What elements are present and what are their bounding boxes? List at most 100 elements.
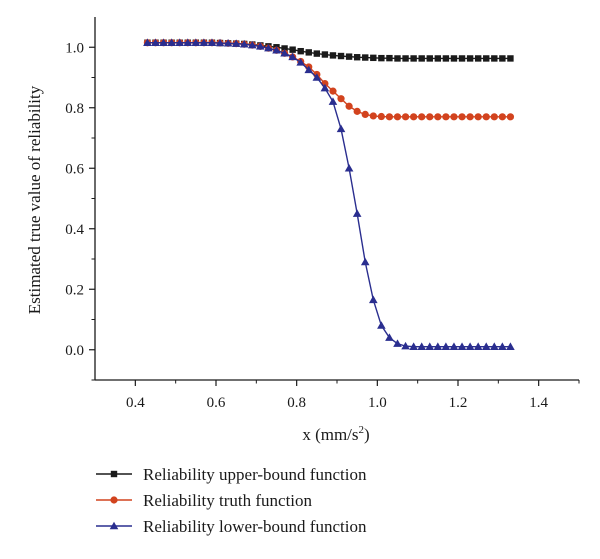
data-point bbox=[264, 43, 273, 52]
data-point bbox=[418, 55, 425, 62]
legend-marker bbox=[110, 496, 118, 504]
data-point bbox=[353, 54, 361, 61]
data-point bbox=[329, 52, 337, 59]
x-tick-label: 1.2 bbox=[449, 395, 468, 411]
data-point bbox=[281, 45, 288, 52]
data-point bbox=[362, 54, 369, 61]
data-point bbox=[481, 342, 491, 350]
data-point bbox=[215, 38, 225, 47]
data-point bbox=[385, 113, 394, 121]
data-point bbox=[231, 39, 241, 47]
y-axis-title: Estimated true value of reliability bbox=[25, 85, 44, 314]
data-point bbox=[457, 342, 467, 350]
data-point bbox=[191, 38, 201, 46]
series-triangle bbox=[143, 38, 515, 350]
legend-label: Reliability lower-bound function bbox=[143, 517, 367, 536]
x-axis-title-superscript: 2 bbox=[359, 424, 365, 436]
series-line bbox=[147, 42, 511, 118]
data-point bbox=[417, 342, 426, 350]
data-point bbox=[426, 55, 433, 62]
data-point bbox=[401, 341, 410, 350]
data-point bbox=[304, 65, 314, 74]
data-point bbox=[377, 321, 386, 329]
data-point bbox=[450, 55, 458, 62]
data-point bbox=[361, 110, 369, 119]
data-point bbox=[506, 342, 515, 350]
y-tick-label: 0.0 bbox=[65, 343, 84, 359]
series-group bbox=[143, 38, 515, 350]
x-tick-label: 0.8 bbox=[287, 395, 306, 411]
data-point bbox=[482, 113, 490, 121]
data-point bbox=[449, 342, 459, 350]
data-point bbox=[369, 295, 378, 304]
data-point bbox=[321, 51, 329, 58]
y-tick-label: 0.6 bbox=[65, 161, 84, 177]
data-point bbox=[207, 38, 217, 46]
data-point bbox=[473, 342, 483, 350]
data-point bbox=[442, 55, 450, 62]
data-point bbox=[175, 38, 184, 46]
data-point bbox=[426, 113, 434, 121]
data-point bbox=[393, 339, 402, 347]
data-point bbox=[507, 55, 514, 62]
data-point bbox=[360, 257, 370, 266]
data-point bbox=[393, 113, 402, 121]
data-point bbox=[490, 342, 499, 350]
data-point bbox=[272, 45, 281, 54]
data-point bbox=[345, 102, 353, 110]
series-circle bbox=[143, 39, 515, 121]
data-point bbox=[442, 113, 450, 121]
y-tick-label: 0.4 bbox=[65, 222, 84, 238]
data-point bbox=[474, 113, 482, 121]
data-point bbox=[296, 58, 305, 66]
data-point bbox=[385, 333, 394, 341]
data-point bbox=[434, 55, 442, 62]
data-point bbox=[498, 113, 506, 121]
data-point bbox=[248, 40, 257, 49]
data-point bbox=[490, 113, 498, 121]
data-point bbox=[337, 95, 345, 103]
data-point bbox=[402, 55, 409, 62]
data-point bbox=[458, 55, 466, 62]
x-axis-title-close: ) bbox=[364, 425, 370, 444]
data-point bbox=[159, 38, 168, 46]
data-point bbox=[336, 124, 346, 133]
legend: Reliability upper-bound function Reliabil… bbox=[96, 465, 367, 536]
data-point bbox=[151, 38, 160, 46]
data-point bbox=[409, 342, 418, 350]
y-tick-label: 0.8 bbox=[65, 101, 84, 117]
data-point bbox=[239, 39, 249, 48]
data-point bbox=[353, 107, 361, 115]
legend-marker bbox=[110, 470, 118, 478]
data-point bbox=[345, 53, 353, 60]
x-axis-title-main: x (mm/s bbox=[302, 425, 358, 444]
data-point bbox=[418, 113, 426, 121]
data-point bbox=[498, 342, 507, 350]
legend-label: Reliability upper-bound function bbox=[143, 465, 367, 484]
data-point bbox=[410, 55, 417, 62]
x-tick-label: 1.0 bbox=[368, 395, 387, 411]
data-point bbox=[425, 342, 435, 350]
x-axis-title: x (mm/s2) bbox=[302, 424, 369, 444]
data-point bbox=[434, 113, 442, 121]
data-point bbox=[329, 87, 337, 95]
data-point bbox=[320, 83, 330, 92]
data-point bbox=[328, 97, 338, 105]
data-point bbox=[370, 54, 377, 62]
series-line bbox=[147, 42, 511, 348]
data-point bbox=[312, 73, 322, 81]
legend-label: Reliability truth function bbox=[143, 491, 313, 510]
data-point bbox=[280, 49, 289, 57]
data-point bbox=[499, 55, 506, 62]
data-point bbox=[506, 113, 515, 121]
data-point bbox=[313, 50, 321, 57]
data-point bbox=[441, 342, 451, 350]
data-point bbox=[297, 47, 304, 55]
data-point bbox=[289, 46, 296, 53]
data-point bbox=[466, 55, 474, 62]
data-point bbox=[410, 113, 418, 121]
data-point bbox=[305, 49, 312, 56]
data-point bbox=[352, 209, 362, 217]
data-point bbox=[465, 342, 475, 350]
